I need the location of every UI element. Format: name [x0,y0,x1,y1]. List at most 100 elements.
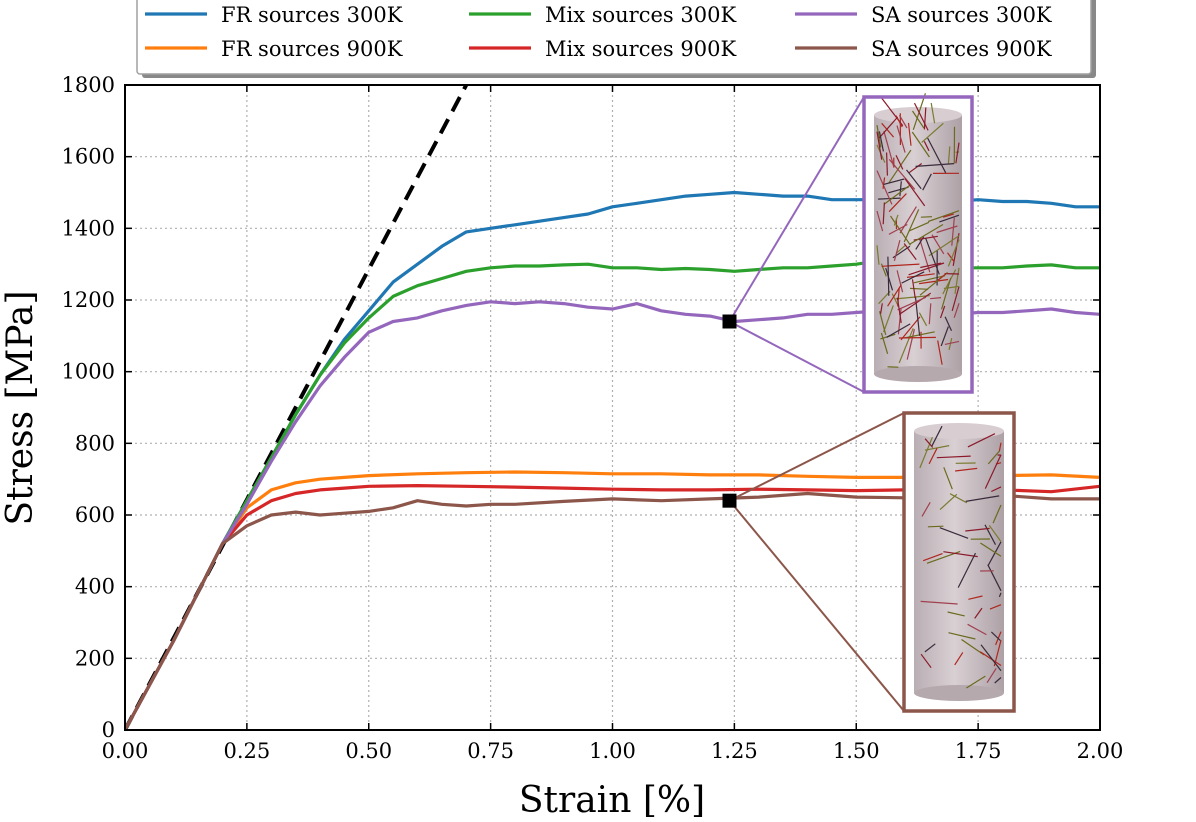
dislocation-segment [893,239,901,262]
y-tick-label: 1200 [62,288,115,312]
inset-border [862,95,974,394]
axis-ticks: 0.00 0.25 0.50 0.75 1.00 1.25 1.50 1.75 2.00 0 200… [62,73,1124,763]
y-tick-label: 1800 [62,73,115,97]
dislocation-segment [947,252,955,263]
y-tick-label: 1000 [62,360,115,384]
dislocation-segment [898,336,936,339]
inset-connector-line [729,320,865,393]
dislocation-segment [936,225,958,234]
dislocation-segment [881,122,895,138]
dislocation-segment [954,267,960,294]
dislocation-segment [944,316,953,331]
dislocation-segment [896,270,904,293]
y-tick-label: 400 [75,575,115,599]
inset-connector-line [728,500,905,712]
dislocation-segment [909,223,944,245]
dislocation-segment [895,154,904,170]
dislocation-segment [903,243,917,260]
dislocation-segment [947,146,951,164]
dislocation-segment [991,486,1002,493]
dislocation-segment [913,275,946,284]
dislocation-segment [987,541,1002,566]
dislocation-segment [883,131,895,167]
dislocation-segment [928,235,960,257]
state-marker [722,314,737,329]
dislocation-segment [920,653,932,669]
dislocation-segment [968,595,983,600]
x-tick-label: 1.75 [955,739,1002,763]
dislocation-segment [879,311,887,335]
dislocation-segment [965,495,1000,502]
dislocation-segment [878,131,884,152]
dislocation-segment [896,125,906,153]
dislocation-segment [901,271,925,284]
dislocation-segment [915,163,955,167]
dislocation-segment [988,525,1002,543]
dislocation-segment [899,206,917,234]
inset-cylinder-bottom [914,685,1004,701]
dislocation-segment [940,326,949,347]
x-tick-label: 0.75 [467,739,514,763]
dislocation-segment [944,340,960,345]
dislocation-segment [994,677,1002,684]
dislocation-segment [943,467,953,490]
dislocation-segment [882,202,885,225]
dislocation-segment [939,493,958,511]
x-tick-label: 1.50 [833,739,880,763]
dislocation-segment [880,332,889,354]
dislocation-segment [911,131,930,158]
dislocation-segment [897,296,927,311]
dislocation-segment [939,527,969,539]
dislocation-segment [924,445,950,451]
dislocation-segment [919,436,933,469]
y-axis-title: Stress [MPa] [0,290,41,525]
dislocation-segment [876,245,880,265]
inset-connector-line [728,96,865,323]
dislocation-segment [876,210,884,232]
dislocation-segment [907,122,912,146]
dislocation-segment [943,551,978,558]
dislocation-segment [922,553,943,562]
dislocation-segment [939,214,960,223]
inset-cylinder-top [914,423,1004,439]
dislocation-segment [899,181,902,197]
elastic-reference-line [125,85,469,730]
dislocation-segment [928,210,960,223]
dislocation-segment [931,425,943,447]
dislocation-segment [937,340,943,365]
data-markers [722,314,737,508]
y-tick-label: 800 [75,431,115,455]
dislocation-segment [947,611,965,617]
dislocation-segment [876,124,882,148]
reference-line-group [125,85,469,730]
x-tick-label: 0.25 [223,739,270,763]
dislocation-segment [898,114,908,129]
dislocation-segment [990,631,1001,641]
dislocation-segment [980,542,1002,557]
dislocation-segment [903,209,920,243]
x-tick-label: 0.00 [102,739,149,763]
dislocation-segment [931,234,945,255]
dislocation-segment [880,303,883,314]
dislocation-segment [912,110,925,129]
inset-connector-line [729,412,905,502]
dislocation-segment [920,600,958,605]
inset-cylinder-bottom [874,366,962,382]
legend-box [136,0,1092,75]
dislocation-segment [886,152,888,176]
dislocation-segment [890,215,911,246]
dislocation-segment [965,527,990,532]
dislocation-segment [922,173,932,191]
dislocation-segment [904,178,926,207]
y-tick-label: 1400 [62,216,115,240]
dislocation-segment [998,442,1002,452]
legend: FR sources 300K FR sources 900K Mix source… [136,0,1096,78]
x-tick-label: 0.50 [345,739,392,763]
dislocation-segment [966,675,986,689]
y-tick-label: 600 [75,503,115,527]
dislocation-segment [992,504,1002,524]
dislocation-segment [987,450,1001,465]
dislocation-segment [921,122,944,143]
dislocation-segment [898,328,914,364]
